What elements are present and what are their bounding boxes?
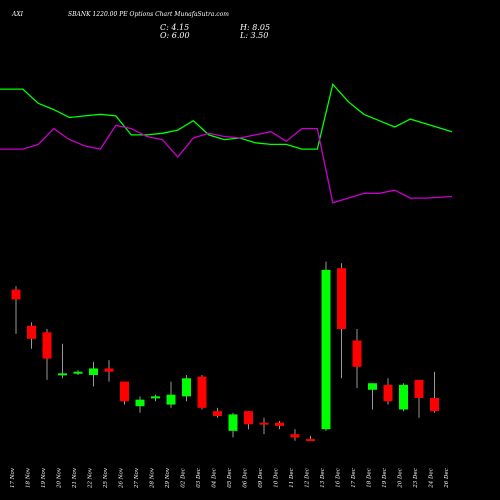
indicator-lines <box>0 82 453 204</box>
magenta-indicator-line <box>0 124 453 204</box>
x-tick-label: 28 Nov <box>150 467 156 489</box>
down-candle-body <box>42 332 52 359</box>
candle <box>321 261 331 431</box>
x-tick-label: 11 Dec <box>289 468 295 488</box>
x-tick-label: 05 Dec <box>227 468 233 488</box>
up-candle-body <box>182 378 191 397</box>
candle <box>42 329 52 380</box>
x-tick-label: 24 Dec <box>429 468 435 489</box>
candle <box>259 417 269 435</box>
candle <box>104 360 114 382</box>
candle <box>244 411 253 430</box>
down-candle-body <box>197 376 207 408</box>
up-candle-body <box>58 373 67 376</box>
candle <box>228 412 238 438</box>
candle <box>430 371 439 413</box>
x-tick-label: 17 Dec <box>351 468 357 488</box>
candle <box>89 361 98 387</box>
down-candle-body <box>414 379 424 398</box>
symbol-label: AXI <box>11 11 24 18</box>
up-candle-body <box>135 399 145 407</box>
candle <box>27 322 36 349</box>
x-tick-label: 09 Dec <box>258 468 264 488</box>
x-tick-label: 22 Nov <box>88 467 94 489</box>
x-tick-label: 02 Dec <box>181 468 187 488</box>
down-candle-body <box>290 434 300 438</box>
down-candle-body <box>337 268 346 329</box>
candle <box>73 370 83 375</box>
down-candle-body <box>383 384 393 402</box>
candle <box>135 396 145 413</box>
candle <box>166 381 176 408</box>
down-candle-body <box>244 411 253 425</box>
candle <box>383 378 393 405</box>
down-candle-body <box>306 439 315 442</box>
x-tick-label: 04 Dec <box>212 468 218 488</box>
candle <box>275 421 284 430</box>
candle <box>337 263 346 379</box>
candle <box>151 394 160 402</box>
x-tick-label: 25 Nov <box>103 467 109 489</box>
candle <box>213 407 222 418</box>
down-candle-body <box>11 289 21 300</box>
candle <box>306 435 315 442</box>
up-candle-body <box>228 414 238 431</box>
up-candle-body <box>89 368 98 375</box>
x-tick-label: 23 Dec <box>413 468 419 489</box>
candle <box>290 429 300 441</box>
down-candle-body <box>104 368 114 372</box>
down-candle-body <box>430 398 439 412</box>
green-indicator-line <box>0 82 453 150</box>
x-tick-label: 18 Dec <box>367 468 373 488</box>
x-tick-label: 21 Nov <box>72 467 78 489</box>
high-value: H: 8.05 <box>239 23 270 32</box>
down-candle-body <box>259 422 269 425</box>
x-tick-label: 27 Nov <box>134 467 140 489</box>
up-candle-body <box>399 384 408 410</box>
candle <box>120 381 129 405</box>
x-tick-label: 19 Nov <box>41 467 47 488</box>
down-candle-body <box>352 340 362 367</box>
candle <box>182 375 191 402</box>
x-tick-label: 16 Dec <box>336 468 342 488</box>
up-candle-body <box>166 394 176 405</box>
down-candle-body <box>275 422 284 426</box>
x-tick-label: 20 Nov <box>57 467 63 489</box>
up-candle-body <box>73 371 83 374</box>
x-tick-label: 03 Dec <box>196 468 202 488</box>
x-tick-label: 10 Dec <box>274 468 280 488</box>
x-tick-label: 20 Dec <box>398 468 404 489</box>
down-candle-body <box>27 325 36 339</box>
down-candle-body <box>120 381 129 402</box>
candle <box>58 343 67 379</box>
down-candle-body <box>213 411 222 417</box>
x-tick-label: 19 Dec <box>382 468 388 488</box>
up-candle-body <box>151 396 160 399</box>
candle <box>352 329 362 389</box>
up-candle-body <box>321 269 331 430</box>
x-tick-label: 13 Dec <box>320 468 326 488</box>
candles <box>11 261 439 442</box>
x-axis-ticks: 17 Nov 18 Nov 19 Nov 20 Nov 21 Nov 22 Nov 25 N… <box>10 467 450 489</box>
x-tick-label: 29 Nov <box>165 467 171 489</box>
candle <box>414 379 424 418</box>
low-value: L: 3.50 <box>239 31 268 40</box>
candle <box>11 286 21 334</box>
candle <box>368 383 377 410</box>
x-tick-label: 26 Dec <box>444 468 450 489</box>
candle <box>197 375 207 410</box>
open-value: O: 6.00 <box>160 31 190 40</box>
up-candle-body <box>368 383 377 390</box>
x-tick-label: 17 Nov <box>10 467 16 488</box>
close-value: C: 4.15 <box>160 23 189 32</box>
x-tick-label: 26 Nov <box>119 467 125 489</box>
candle <box>399 383 408 412</box>
x-tick-label: 12 Dec <box>305 468 311 488</box>
x-tick-label: 18 Nov <box>26 467 32 488</box>
chart-title: SBANK 1220.00 PE Options Chart MunafaSut… <box>68 11 229 18</box>
x-tick-label: 06 Dec <box>243 468 249 488</box>
